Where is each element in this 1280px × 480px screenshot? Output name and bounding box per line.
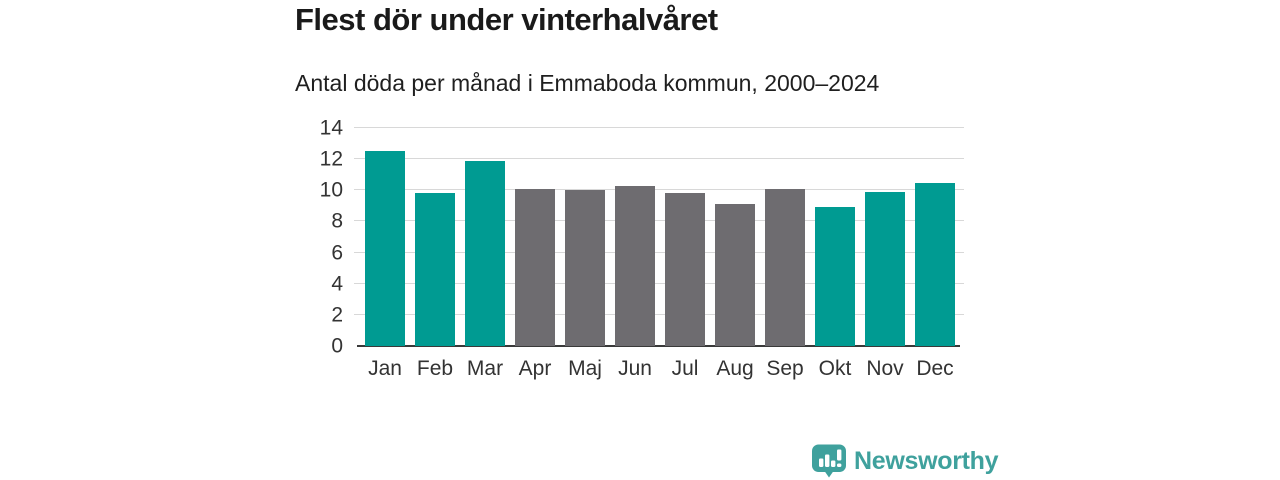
chart-title: Flest dör under vinterhalvåret <box>295 2 718 37</box>
x-axis: Jan Feb Mar Apr Maj Jun Jul Aug Sep Okt Nov Dec <box>352 358 964 388</box>
x-tick-label-maj: Maj <box>568 357 602 380</box>
x-tick-label-sep: Sep <box>766 357 804 380</box>
x-tick-label-feb: Feb <box>416 357 454 380</box>
bar-okt <box>815 207 855 346</box>
gridline-y2 <box>354 313 964 315</box>
x-tick-label-okt: Okt <box>818 357 852 380</box>
y-tick-label-2: 2 <box>331 303 343 327</box>
bar-feb <box>415 193 455 346</box>
x-tick-label-jan: Jan <box>368 357 402 380</box>
y-tick-label-12: 12 <box>319 147 343 171</box>
x-tick-label-dec: Dec <box>916 357 954 380</box>
x-tick-label-aug: Aug <box>716 357 754 380</box>
x-tick-label-mar: Mar <box>466 357 504 380</box>
x-axis-baseline <box>357 345 960 347</box>
y-tick-label-14: 14 <box>319 116 343 140</box>
newsworthy-brand-link[interactable]: Newsworthy <box>811 444 999 478</box>
bar-jun <box>615 185 655 346</box>
bar-sep <box>765 188 805 346</box>
gridline-y12 <box>354 158 964 160</box>
newsworthy-chart-bubble-icon <box>811 444 847 478</box>
bar-nov <box>865 191 905 346</box>
y-tick-label-6: 6 <box>331 241 343 265</box>
gridline-y10 <box>354 189 964 191</box>
bar-jul <box>665 193 705 346</box>
bar-dec <box>915 182 955 346</box>
x-tick-label-jul: Jul <box>671 357 699 380</box>
bar-apr <box>515 188 555 346</box>
x-tick-label-jun: Jun <box>618 357 652 380</box>
brand-name: Newsworthy <box>854 446 999 475</box>
bar-aug <box>715 204 755 346</box>
y-tick-label-10: 10 <box>319 178 343 202</box>
y-axis: 0 2 4 6 8 10 12 14 <box>285 118 343 357</box>
plot-area <box>352 127 964 347</box>
x-tick-label-nov: Nov <box>866 357 904 380</box>
gridline-y6 <box>354 251 964 253</box>
bar-jan <box>365 151 405 346</box>
bar-mar <box>465 160 505 346</box>
y-tick-label-8: 8 <box>331 209 343 233</box>
gridline-y4 <box>354 282 964 284</box>
gridline-y8 <box>354 220 964 222</box>
y-tick-label-0: 0 <box>331 334 343 358</box>
gridline-y14 <box>354 127 964 128</box>
chart-subtitle: Antal döda per månad i Emmaboda kommun, … <box>295 70 880 96</box>
x-tick-label-apr: Apr <box>518 357 552 380</box>
y-tick-label-4: 4 <box>331 272 343 296</box>
bar-maj <box>565 190 605 346</box>
